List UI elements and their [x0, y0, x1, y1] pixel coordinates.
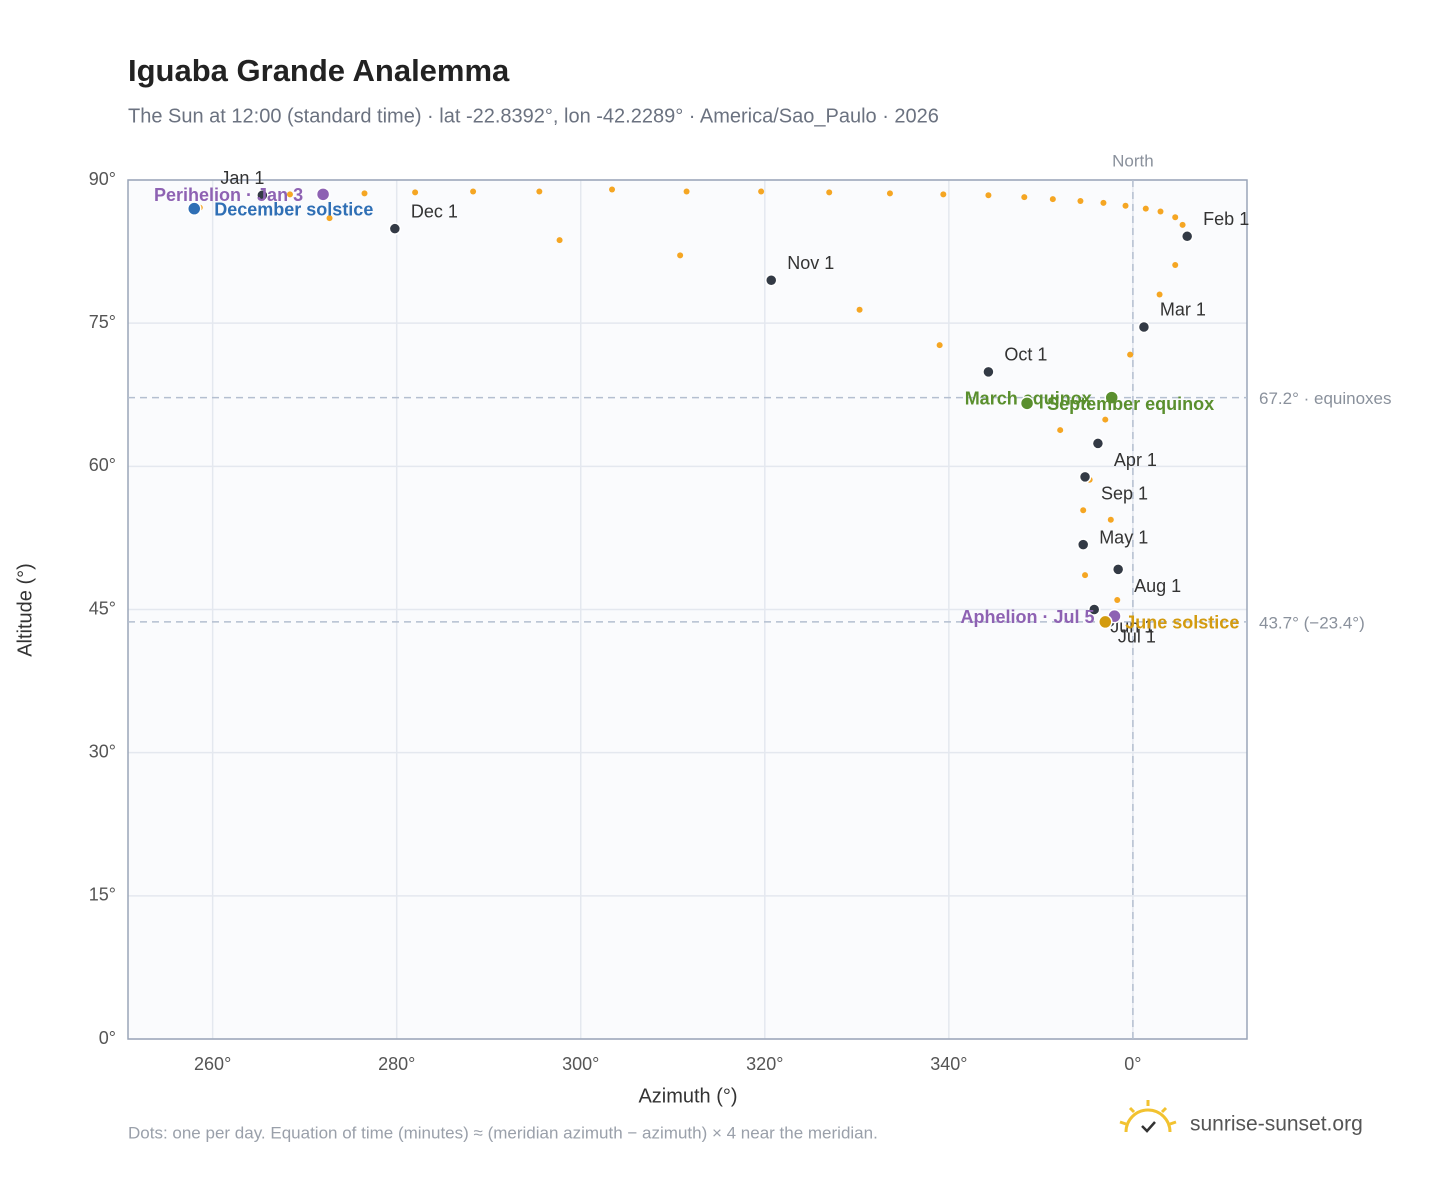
- day-dot: [1156, 291, 1163, 298]
- month-label: Dec 1: [411, 201, 458, 221]
- month-label: May 1: [1099, 527, 1148, 547]
- month-label: Nov 1: [787, 253, 834, 273]
- day-dot: [1077, 197, 1084, 204]
- day-dot: [1179, 221, 1186, 228]
- month-label: Oct 1: [1004, 345, 1047, 365]
- y-tick-label: 90°: [89, 169, 116, 189]
- reference-label: North: [1112, 151, 1154, 170]
- day-dot: [1100, 199, 1107, 206]
- x-tick-label: 300°: [562, 1054, 599, 1074]
- y-tick-label: 30°: [89, 741, 116, 761]
- day-dot: [826, 189, 833, 196]
- day-dot: [1102, 416, 1109, 423]
- day-dot: [1107, 516, 1114, 523]
- event-marker: [187, 201, 202, 216]
- day-dot: [683, 188, 690, 195]
- day-dot: [1080, 507, 1087, 514]
- day-dot: [1172, 261, 1179, 268]
- month-marker: [1137, 320, 1151, 334]
- event-marker: [315, 187, 331, 202]
- day-dot: [985, 192, 992, 199]
- day-dot: [1172, 214, 1179, 221]
- month-marker: [1078, 470, 1092, 484]
- month-label: Apr 1: [1114, 450, 1157, 470]
- reference-label: 43.7° (−23.4°): [1259, 613, 1365, 632]
- y-axis-label: Altitude (°): [14, 563, 36, 657]
- month-marker: [388, 222, 402, 235]
- footnote: Dots: one per day. Equation of time (min…: [128, 1123, 878, 1142]
- day-dot: [940, 191, 947, 198]
- x-axis-label: Azimuth (°): [638, 1085, 737, 1107]
- day-dot: [886, 190, 893, 197]
- y-tick-label: 75°: [89, 312, 116, 332]
- x-tick-label: 320°: [746, 1054, 783, 1074]
- logo: [1119, 1100, 1177, 1133]
- month-marker: [256, 189, 269, 202]
- month-label: Jan 1: [220, 168, 264, 188]
- x-tick-label: 260°: [194, 1054, 231, 1074]
- event-label: Aphelion · Jul 5: [960, 607, 1094, 627]
- month-label: Jun 1: [1110, 616, 1154, 636]
- day-dot: [1127, 351, 1134, 358]
- event-marker: [1104, 390, 1119, 405]
- source: sunrise-sunset.org: [1190, 1113, 1363, 1136]
- x-tick-label: 340°: [930, 1054, 967, 1074]
- month-marker: [1111, 563, 1125, 576]
- month-marker: [982, 365, 995, 379]
- day-dot: [609, 186, 616, 193]
- month-marker: [1076, 538, 1090, 551]
- day-dot: [556, 237, 563, 244]
- y-tick-label: 0°: [99, 1028, 116, 1048]
- day-dot: [677, 252, 684, 259]
- day-dot: [326, 215, 333, 222]
- day-dot: [1142, 205, 1149, 212]
- event-label: December solstice: [214, 199, 373, 219]
- day-dot: [470, 188, 477, 195]
- chart-subtitle: The Sun at 12:00 (standard time) · lat -…: [128, 105, 939, 127]
- day-dot: [1122, 202, 1129, 209]
- day-dot: [758, 188, 765, 195]
- x-tick-label: 280°: [378, 1054, 415, 1074]
- day-dot: [361, 190, 368, 197]
- day-dot: [1114, 596, 1121, 603]
- month-label: Feb 1: [1203, 209, 1249, 229]
- month-label: Mar 1: [1160, 300, 1206, 320]
- plot-border: [127, 179, 1248, 1040]
- reference-label: 67.2° · equinoxes: [1259, 389, 1392, 408]
- event-label: Perihelion · Jan 3: [154, 185, 303, 205]
- day-dot: [1157, 208, 1164, 215]
- y-tick-label: 60°: [89, 455, 116, 475]
- event-marker: [1019, 396, 1035, 411]
- day-dot: [1082, 572, 1089, 579]
- y-tick-label: 15°: [89, 885, 116, 905]
- day-dot: [536, 188, 543, 195]
- day-dot: [1049, 196, 1056, 203]
- day-dot: [286, 191, 293, 198]
- month-marker: [1091, 437, 1105, 450]
- month-label: Aug 1: [1134, 576, 1181, 596]
- day-dot: [412, 189, 419, 196]
- month-label: Sep 1: [1101, 484, 1148, 504]
- day-dot: [1057, 427, 1064, 434]
- month-label: Jul 1: [1118, 627, 1156, 647]
- event-marker: [1098, 614, 1113, 630]
- day-dot: [856, 306, 863, 313]
- month-marker: [1087, 603, 1101, 616]
- day-dot: [1021, 194, 1028, 201]
- month-marker: [764, 273, 778, 287]
- chart-title: Iguaba Grande Analemma: [128, 53, 510, 88]
- day-dot: [936, 342, 943, 349]
- event-label: June solstice: [1125, 613, 1239, 633]
- event-label: September equinox: [1047, 394, 1214, 414]
- month-marker: [1180, 230, 1194, 243]
- y-tick-label: 45°: [89, 598, 116, 618]
- x-tick-label: 0°: [1124, 1054, 1141, 1074]
